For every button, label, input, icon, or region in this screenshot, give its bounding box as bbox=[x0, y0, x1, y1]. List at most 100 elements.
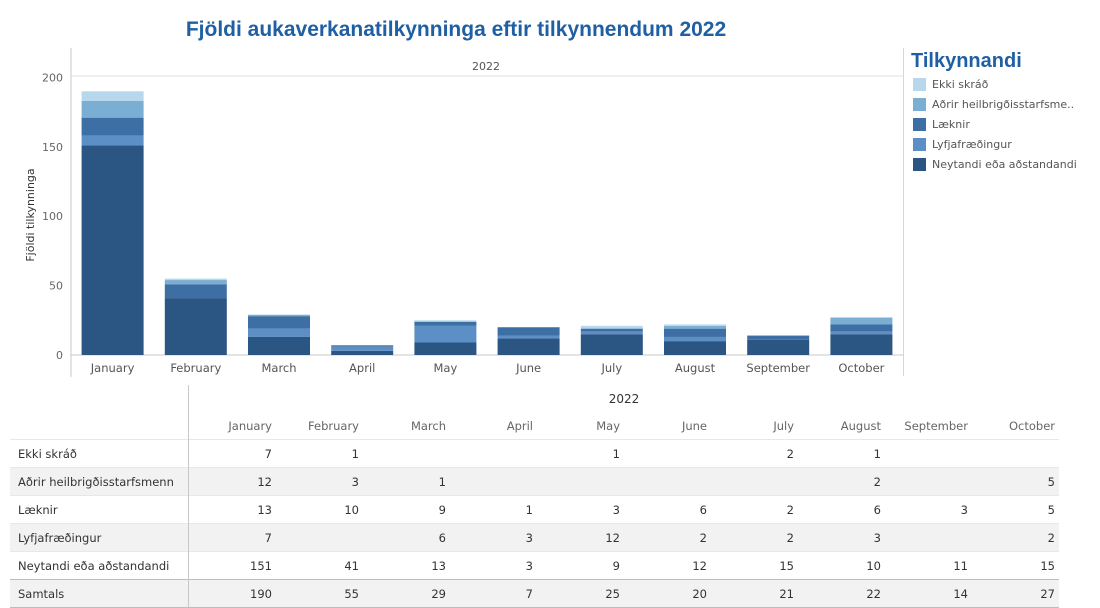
legend-swatch bbox=[913, 117, 926, 131]
bar-segment[interactable] bbox=[580, 331, 643, 335]
legend-label: Aðrir heilbrigðisstarfsme.. bbox=[932, 97, 1075, 111]
bar-segment[interactable] bbox=[497, 327, 560, 336]
table-month-header: March bbox=[410, 418, 446, 433]
bar-segment[interactable] bbox=[164, 280, 227, 285]
bar-segment[interactable] bbox=[414, 320, 477, 322]
table-month-header: October bbox=[1008, 418, 1055, 433]
bar-segment[interactable] bbox=[248, 314, 310, 317]
bar-segment[interactable] bbox=[664, 324, 726, 326]
bar-segment[interactable] bbox=[248, 316, 310, 329]
bar-segment[interactable] bbox=[81, 135, 144, 146]
bar-segment[interactable] bbox=[830, 331, 893, 335]
bar-segment[interactable] bbox=[580, 328, 643, 332]
table-cell: 15 bbox=[711, 551, 798, 580]
legend-item[interactable]: Neytandi eða aðstandandi bbox=[913, 154, 1093, 174]
legend-item[interactable]: Læknir bbox=[913, 114, 1093, 134]
bar-segment[interactable] bbox=[81, 100, 144, 118]
table-row: Læknir 13 10 9 1 3 6 2 6 3 5 bbox=[10, 495, 1059, 524]
table-cell bbox=[450, 439, 537, 468]
table-cell: 41 bbox=[276, 551, 363, 580]
bar-segment[interactable] bbox=[331, 345, 394, 347]
table-cell bbox=[972, 439, 1059, 468]
legend-label: Læknir bbox=[932, 117, 970, 131]
y-ticks: 0 50 100 150 200 bbox=[42, 71, 63, 362]
bar-segment[interactable] bbox=[580, 334, 643, 355]
table-row: Lyfjafræðingur 7 6 3 12 2 2 3 2 bbox=[10, 523, 1059, 552]
table-cell: 27 bbox=[972, 579, 1059, 608]
table-cell: 22 bbox=[798, 579, 885, 608]
bar-segment[interactable] bbox=[81, 145, 144, 355]
bars bbox=[81, 91, 893, 355]
table-cell: 10 bbox=[276, 495, 363, 524]
legend-swatch bbox=[913, 157, 926, 171]
y-tick-label: 50 bbox=[49, 280, 63, 293]
bar-segment[interactable] bbox=[164, 278, 227, 281]
bar-segment[interactable] bbox=[664, 328, 726, 337]
table-month-header: July bbox=[773, 418, 794, 433]
bar-segment[interactable] bbox=[248, 328, 310, 337]
bar-segment[interactable] bbox=[664, 336, 726, 342]
bar-segment[interactable] bbox=[414, 342, 477, 355]
table-cell bbox=[624, 467, 711, 496]
table-cell: 9 bbox=[537, 551, 624, 580]
table-cell: 20 bbox=[624, 579, 711, 608]
chart-title: Fjöldi aukaverkanatilkynninga eftir tilk… bbox=[185, 18, 727, 41]
bar-segment[interactable] bbox=[497, 335, 560, 339]
bar-segment[interactable] bbox=[331, 350, 394, 355]
bar-segment[interactable] bbox=[164, 284, 227, 299]
table-cell: 14 bbox=[885, 579, 972, 608]
table-cell: 2 bbox=[711, 495, 798, 524]
bar-segment[interactable] bbox=[81, 117, 144, 136]
legend-item[interactable]: Ekki skráð bbox=[913, 74, 1093, 94]
table-cell: 2 bbox=[711, 439, 798, 468]
table-cell: 1 bbox=[537, 439, 624, 468]
table-cell: 1 bbox=[276, 439, 363, 468]
x-ticks: January February March April May June July Augu… bbox=[90, 361, 885, 375]
x-tick-label: March bbox=[261, 361, 296, 375]
legend-item[interactable]: Aðrir heilbrigðisstarfsme.. bbox=[913, 94, 1093, 114]
bar-segment[interactable] bbox=[248, 336, 310, 355]
table-row: Neytandi eða aðstandandi 151 41 13 3 9 12 15 10 1… bbox=[10, 551, 1059, 580]
table-cell bbox=[450, 467, 537, 496]
y-tick-label: 100 bbox=[42, 210, 63, 223]
table-cell: 12 bbox=[188, 467, 276, 496]
table-month-header: February bbox=[308, 418, 359, 433]
bar-segment[interactable] bbox=[830, 317, 893, 325]
bar-segment[interactable] bbox=[747, 335, 810, 340]
table-cell: 9 bbox=[363, 495, 450, 524]
table-cell: 1 bbox=[363, 467, 450, 496]
table-cell: 10 bbox=[798, 551, 885, 580]
table-cell: 1 bbox=[798, 439, 885, 468]
bar-segment[interactable] bbox=[414, 325, 477, 343]
bar-segment[interactable] bbox=[664, 325, 726, 329]
bar-segment[interactable] bbox=[747, 339, 810, 355]
table-row-label: Lyfjafræðingur bbox=[10, 523, 189, 552]
table-cell bbox=[624, 439, 711, 468]
table-cell: 2 bbox=[624, 523, 711, 552]
bar-segment[interactable] bbox=[580, 325, 643, 329]
table-cell: 1 bbox=[450, 495, 537, 524]
table-cell: 55 bbox=[276, 579, 363, 608]
table-month-header: January bbox=[228, 418, 272, 433]
table-cell bbox=[711, 467, 798, 496]
table-cell: 7 bbox=[450, 579, 537, 608]
legend-item[interactable]: Lyfjafræðingur bbox=[913, 134, 1093, 154]
table-row-label: Læknir bbox=[10, 495, 189, 524]
table-corner bbox=[10, 412, 189, 440]
bar-segment[interactable] bbox=[331, 346, 394, 351]
table-cell: 6 bbox=[624, 495, 711, 524]
bar-segment[interactable] bbox=[497, 338, 560, 355]
bar-segment[interactable] bbox=[81, 91, 144, 101]
table-cell: 21 bbox=[711, 579, 798, 608]
table-cell: 29 bbox=[363, 579, 450, 608]
bar-segment[interactable] bbox=[164, 298, 227, 355]
table-cell: 190 bbox=[188, 579, 276, 608]
table-month-header: September bbox=[904, 418, 968, 433]
bar-segment[interactable] bbox=[414, 321, 477, 326]
table-cell: 2 bbox=[798, 467, 885, 496]
x-tick-label: April bbox=[349, 361, 375, 375]
bar-segment[interactable] bbox=[830, 334, 893, 355]
table-cell bbox=[885, 439, 972, 468]
bar-segment[interactable] bbox=[830, 324, 893, 332]
bar-segment[interactable] bbox=[664, 341, 726, 355]
